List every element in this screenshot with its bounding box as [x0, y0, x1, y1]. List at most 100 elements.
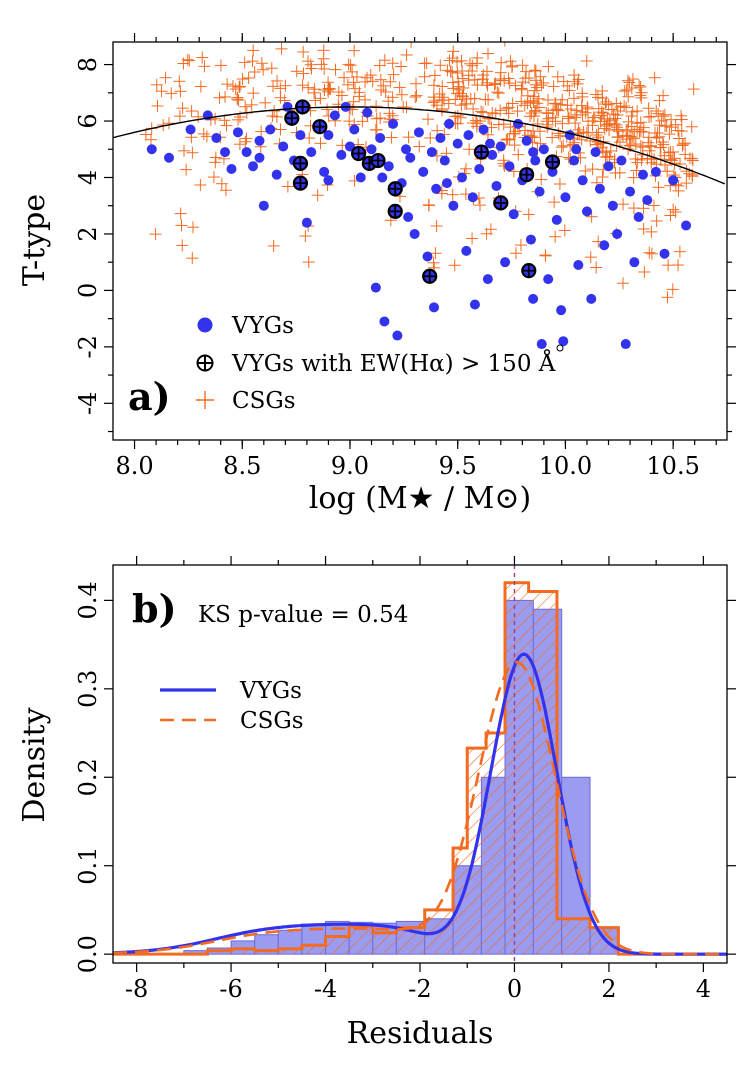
csg-point: [395, 88, 408, 101]
csg-point: [586, 163, 599, 176]
csg-point: [638, 265, 651, 278]
csg-point: [444, 65, 457, 78]
csg-point: [595, 106, 608, 119]
vyg-point: [441, 178, 452, 189]
vyg-point: [375, 132, 386, 143]
csg-point: [520, 65, 533, 78]
vyg-point: [185, 124, 196, 135]
panel-a-label: a): [128, 374, 171, 419]
csg-point: [590, 128, 603, 141]
vyg-point: [577, 175, 588, 186]
vyg-point: [295, 130, 306, 141]
csg-point: [645, 247, 658, 260]
vyg-point: [422, 251, 433, 262]
csg-point: [491, 86, 504, 99]
csg-point: [446, 76, 459, 89]
vyg-halpha-point: [544, 154, 561, 170]
vyg-point: [282, 101, 293, 112]
vyg-point: [457, 172, 468, 183]
csg-point: [653, 94, 666, 107]
csg-point: [653, 130, 666, 143]
csg-point: [613, 166, 626, 179]
csg-point: [592, 91, 605, 104]
vyg-point: [534, 186, 545, 197]
csg-point: [488, 78, 501, 91]
csg-point: [356, 115, 369, 128]
csg-point: [418, 70, 431, 83]
csg-point: [405, 42, 418, 48]
y-tick-label: -4: [74, 392, 102, 415]
csg-point: [429, 247, 442, 260]
csg-bar: [301, 945, 326, 955]
csg-point: [539, 249, 552, 262]
csg-point: [618, 99, 631, 112]
csg-point: [219, 184, 232, 197]
x-tick-label: -8: [125, 975, 148, 1003]
csg-point: [661, 291, 674, 304]
csg-point: [652, 107, 665, 120]
csg-point: [173, 75, 186, 88]
csg-point: [680, 177, 693, 190]
csg-point: [441, 64, 454, 77]
csg-point: [375, 83, 388, 96]
csg-point: [220, 119, 233, 132]
csg-point: [275, 42, 288, 55]
csg-point: [163, 117, 176, 130]
csg-point: [427, 91, 440, 104]
x-tick-label: -6: [219, 975, 242, 1003]
csg-point: [348, 44, 361, 57]
csg-point: [552, 127, 565, 140]
csg-point: [410, 89, 423, 102]
csg-point: [446, 188, 459, 201]
csg-hist-outline: [113, 581, 727, 956]
csg-point: [385, 131, 398, 144]
csg-point: [183, 54, 196, 67]
csg-bar: [349, 925, 373, 955]
csg-point: [436, 80, 449, 93]
csg-point: [194, 179, 207, 192]
csg-point: [637, 126, 650, 139]
panel-a-yticks: -4 -2 0 2 4 6 8: [74, 57, 736, 433]
csg-point: [311, 189, 324, 202]
vyg-point: [547, 166, 558, 177]
csg-point: [616, 277, 629, 290]
vyg-halpha-point: [294, 99, 311, 115]
csg-point: [410, 77, 423, 90]
csg-point: [492, 118, 505, 131]
csg-point: [430, 99, 443, 112]
csg-point: [246, 55, 259, 68]
csg-point: [475, 105, 488, 118]
vyg-point: [409, 228, 420, 239]
csg-point: [187, 221, 200, 234]
vyg-point: [413, 127, 424, 138]
csg-point: [185, 105, 198, 118]
csg-point: [665, 121, 678, 134]
csg-point: [542, 93, 555, 106]
csg-point: [342, 58, 355, 71]
csg-point: [197, 127, 210, 140]
csg-point: [456, 72, 469, 85]
csg-point: [621, 74, 634, 87]
vyg-point: [461, 245, 472, 256]
csg-point: [359, 93, 372, 106]
csg-point: [516, 59, 529, 72]
csg-point: [452, 83, 465, 96]
csg-point: [501, 133, 514, 146]
x-tick-label: 8.5: [223, 452, 261, 480]
csg-point: [677, 138, 690, 151]
csg-point: [484, 223, 497, 236]
csg-point: [346, 65, 359, 78]
csg-point: [679, 148, 692, 161]
outlier-marker: [556, 344, 564, 352]
vyg-point: [383, 161, 394, 172]
csg-point: [471, 51, 484, 64]
csg-point: [596, 170, 609, 183]
csg-point: [144, 133, 157, 146]
csg-point: [265, 62, 278, 75]
panel-b-ylabel: Density: [17, 707, 52, 822]
csg-point: [521, 89, 534, 102]
csg-point: [634, 116, 647, 129]
csg-point: [576, 87, 589, 100]
legend-halpha-label: VYGs with EW(Hα) > 150 Å: [231, 349, 556, 377]
